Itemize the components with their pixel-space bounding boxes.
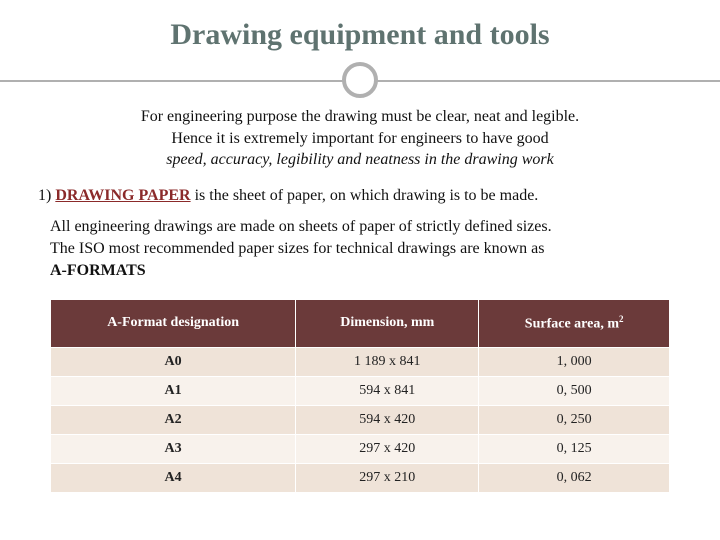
table-row: A0 1 189 x 841 1, 000 <box>51 347 670 376</box>
cell-dimension: 1 189 x 841 <box>296 347 479 376</box>
cell-area: 0, 125 <box>479 434 670 463</box>
desc-bold: A-FORMATS <box>50 262 146 279</box>
table-row: A4 297 x 210 0, 062 <box>51 463 670 492</box>
table-row: A2 594 x 420 0, 250 <box>51 405 670 434</box>
desc-line1: All engineering drawings are made on she… <box>50 218 552 235</box>
divider <box>32 62 688 98</box>
description: All engineering drawings are made on she… <box>32 216 688 281</box>
cell-area: 0, 500 <box>479 376 670 405</box>
col-header-area-sup: 2 <box>619 314 624 324</box>
intro-text: For engineering purpose the drawing must… <box>32 106 688 171</box>
col-header-dimension: Dimension, mm <box>296 300 479 348</box>
table-body: A0 1 189 x 841 1, 000 A1 594 x 841 0, 50… <box>51 347 670 492</box>
cell-area: 0, 062 <box>479 463 670 492</box>
cell-area: 0, 250 <box>479 405 670 434</box>
item-heading: DRAWING PAPER <box>55 187 190 204</box>
intro-line2: Hence it is extremely important for engi… <box>171 130 548 147</box>
table-row: A3 297 x 420 0, 125 <box>51 434 670 463</box>
cell-designation: A4 <box>51 463 296 492</box>
desc-line2: The ISO most recommended paper sizes for… <box>50 240 545 257</box>
cell-designation: A2 <box>51 405 296 434</box>
table-row: A1 594 x 841 0, 500 <box>51 376 670 405</box>
item-suffix: is the sheet of paper, on which drawing … <box>191 187 539 204</box>
slide: Drawing equipment and tools For engineer… <box>0 0 720 540</box>
intro-line3: speed, accuracy, legibility and neatness… <box>166 151 554 168</box>
table-head: A-Format designation Dimension, mm Surfa… <box>51 300 670 348</box>
formats-table: A-Format designation Dimension, mm Surfa… <box>50 299 670 493</box>
cell-designation: A1 <box>51 376 296 405</box>
divider-circle-icon <box>342 62 378 98</box>
cell-dimension: 297 x 420 <box>296 434 479 463</box>
table-header-row: A-Format designation Dimension, mm Surfa… <box>51 300 670 348</box>
cell-designation: A3 <box>51 434 296 463</box>
intro-line1: For engineering purpose the drawing must… <box>141 108 579 125</box>
cell-area: 1, 000 <box>479 347 670 376</box>
col-header-area-text: Surface area, m <box>525 317 619 332</box>
page-title: Drawing equipment and tools <box>32 18 688 52</box>
cell-dimension: 297 x 210 <box>296 463 479 492</box>
col-header-designation: A-Format designation <box>51 300 296 348</box>
col-header-area: Surface area, m2 <box>479 300 670 348</box>
item-prefix: 1) <box>38 187 55 204</box>
list-item: 1) DRAWING PAPER is the sheet of paper, … <box>32 185 688 207</box>
cell-dimension: 594 x 420 <box>296 405 479 434</box>
cell-dimension: 594 x 841 <box>296 376 479 405</box>
cell-designation: A0 <box>51 347 296 376</box>
